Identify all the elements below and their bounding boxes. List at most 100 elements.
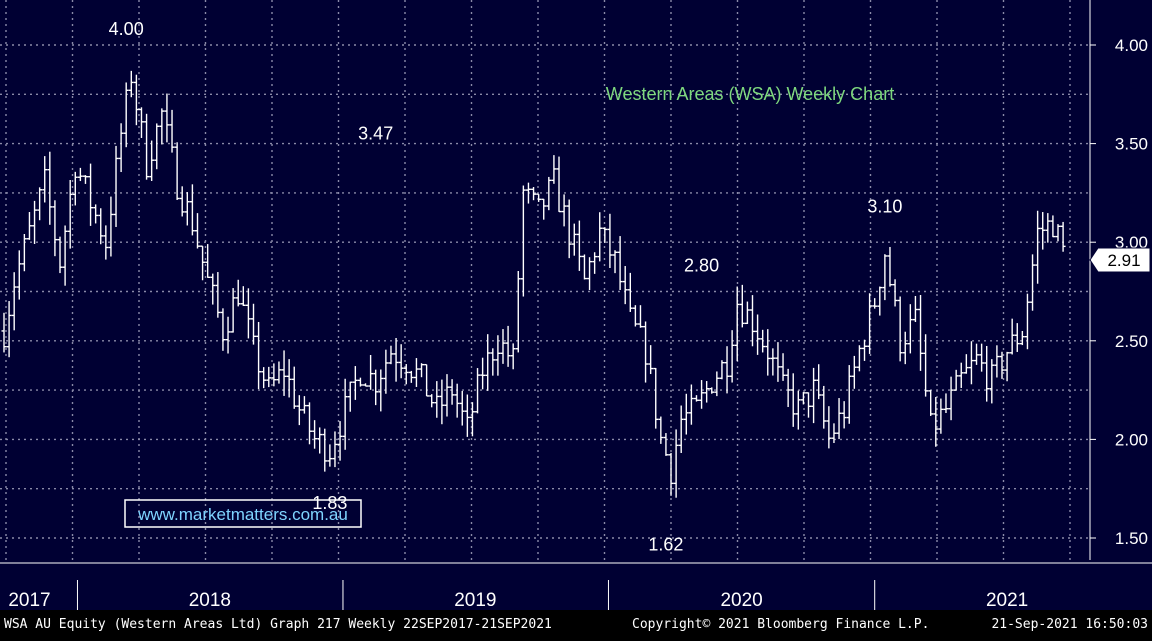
ohlc-bar	[943, 393, 949, 414]
ohlc-bar	[16, 250, 22, 300]
ohlc-bar	[734, 286, 740, 362]
ohlc-bar	[587, 257, 593, 291]
ohlc-bar	[688, 384, 694, 425]
ohlc-bar	[133, 74, 139, 126]
ohlc-bar	[220, 308, 226, 351]
ohlc-bar	[103, 225, 109, 260]
ohlc-bar	[923, 334, 929, 397]
ohlc-bar	[317, 427, 323, 454]
ohlc-bar	[668, 452, 674, 496]
footer-left: WSA AU Equity (Western Areas Ltd) Graph …	[4, 617, 552, 632]
ohlc-bar	[464, 394, 470, 437]
ohlc-bar	[643, 321, 649, 383]
ohlc-bar	[88, 163, 94, 226]
ohlc-bar	[887, 246, 893, 287]
ohlc-bar	[230, 288, 236, 333]
ohlc-bar	[785, 368, 791, 408]
x-tick-label: 2017	[8, 590, 50, 611]
ohlc-bar	[724, 346, 730, 394]
ohlc-bar	[82, 175, 88, 184]
ohlc-bar	[47, 151, 53, 225]
ohlc-bar	[683, 393, 689, 435]
ohlc-bar	[536, 193, 542, 202]
ohlc-bar	[836, 398, 842, 440]
x-tick-label: 2018	[189, 590, 231, 611]
ohlc-bar	[434, 381, 440, 418]
ohlc-bar	[469, 402, 475, 437]
ohlc-bar	[42, 156, 48, 203]
ohlc-bar	[271, 363, 277, 387]
ohlc-bar	[388, 345, 394, 365]
ohlc-bar	[841, 401, 847, 429]
ohlc-bar	[994, 345, 1000, 378]
ohlc-bar	[780, 353, 786, 381]
ohlc-bar	[806, 392, 812, 418]
ohlc-bar	[383, 349, 389, 394]
ohlc-bar	[424, 363, 430, 397]
ohlc-bar	[500, 329, 506, 364]
ohlc-bar	[1055, 224, 1061, 242]
ohlc-bar	[749, 295, 755, 347]
ohlc-bar	[261, 367, 267, 389]
ohlc-bar	[928, 390, 934, 416]
ohlc-bar	[775, 342, 781, 382]
ohlc-bar	[108, 196, 114, 257]
ohlc-bar	[52, 200, 58, 257]
ohlc-bar	[851, 355, 857, 389]
ohlc-bar	[235, 279, 241, 307]
ohlc-bar	[368, 354, 374, 390]
ohlc-bar	[240, 286, 246, 307]
ohlc-bar	[159, 108, 165, 145]
ohlc-bar	[821, 385, 827, 429]
ohlc-bar	[1009, 318, 1015, 355]
ohlc-bar	[607, 213, 613, 269]
ohlc-bar	[790, 373, 796, 427]
ohlc-bar	[312, 420, 318, 449]
ohlc-bar	[632, 305, 638, 327]
ohlc-bar	[93, 204, 99, 224]
ohlc-bar	[612, 250, 618, 274]
watermark-text: www.marketmatters.com.au	[137, 505, 348, 524]
ohlc-bar	[11, 272, 17, 331]
ohlc-bar	[250, 303, 256, 345]
ohlc-bar	[128, 70, 134, 98]
ohlc-bar	[342, 378, 348, 450]
ohlc-bar	[515, 271, 521, 353]
ohlc-bar	[113, 145, 119, 227]
ohlc-bar	[856, 345, 862, 372]
x-axis-background	[0, 560, 1152, 610]
ohlc-bar	[490, 348, 496, 376]
ohlc-bar	[826, 406, 832, 449]
ohlc-bar	[1040, 212, 1046, 250]
ohlc-bar	[760, 329, 766, 353]
x-tick-label: 2021	[986, 590, 1028, 611]
ohlc-bar	[892, 279, 898, 307]
ohlc-bar	[581, 254, 587, 280]
ohlc-bar	[897, 296, 903, 362]
ohlc-bar	[658, 416, 664, 444]
y-tick-label: 4.00	[1115, 36, 1148, 55]
ohlc-bar	[907, 304, 913, 354]
ohlc-bar	[592, 252, 598, 274]
ohlc-bar	[617, 236, 623, 290]
ohlc-bar	[663, 433, 669, 456]
ohlc-bar	[872, 298, 878, 309]
ohlc-bar	[144, 113, 150, 180]
ohlc-bar	[953, 369, 959, 391]
ohlc-bar	[149, 140, 155, 181]
ohlc-bar	[62, 225, 68, 286]
ohlc-bar	[225, 316, 231, 354]
ohlc-bar	[1, 312, 7, 353]
ohlc-bar	[811, 367, 817, 424]
ohlc-bar	[154, 123, 160, 170]
ohlc-bar	[1014, 323, 1020, 352]
ohlc-bar	[637, 305, 643, 328]
ohlc-bar	[164, 93, 170, 143]
x-tick-label: 2020	[720, 590, 762, 611]
ohlc-bar	[98, 208, 104, 245]
ohlc-bar	[403, 364, 409, 385]
ohlc-bar	[495, 335, 501, 376]
ohlc-bar	[1050, 215, 1056, 238]
chart-title: Western Areas (WSA) Weekly Chart	[606, 84, 894, 104]
